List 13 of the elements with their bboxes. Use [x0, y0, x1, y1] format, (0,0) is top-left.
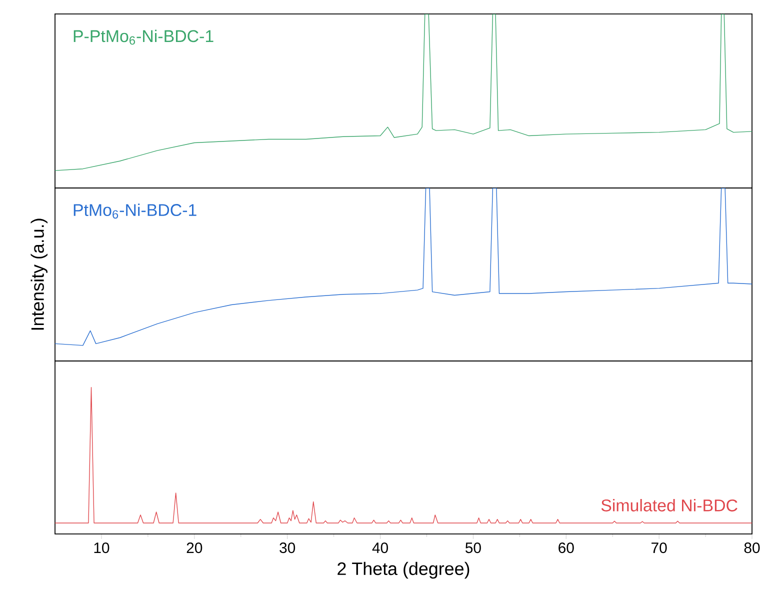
x-tick-label: 10 — [94, 542, 110, 554]
y-axis-title: Intensity (a.u.) — [30, 218, 48, 330]
x-tick-label: 70 — [652, 542, 667, 554]
x-tick-label: 40 — [372, 542, 388, 554]
x-tick-label: 30 — [280, 542, 296, 554]
x-tick-label: 50 — [465, 542, 481, 554]
x-tick-label: 60 — [558, 542, 574, 554]
text: P-PtMo$_{6}$-Ni-BDC-1 — [74, 30, 214, 45]
x-axis-title: 2 Theta (degree) — [338, 562, 470, 579]
text: PtMo$_{6}$-Ni-BDC-1 — [74, 204, 196, 219]
x-tick-label: 80 — [744, 542, 760, 554]
x-tick-label: 20 — [186, 542, 202, 554]
series-label: Simulated Ni-BDC — [601, 499, 738, 512]
